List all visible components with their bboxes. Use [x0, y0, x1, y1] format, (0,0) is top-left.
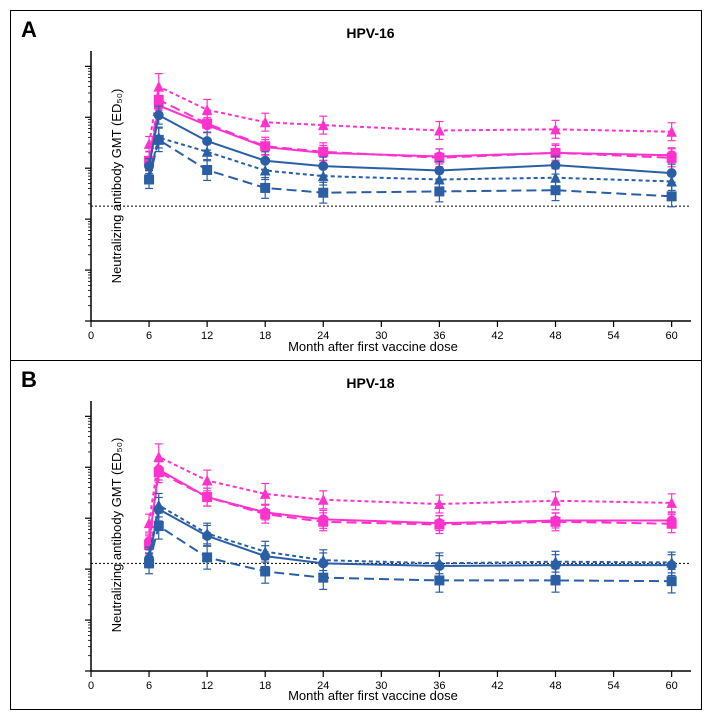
panel-label: B [21, 367, 37, 393]
panel-title: HPV-18 [346, 375, 394, 391]
data-marker [551, 496, 560, 505]
svg-text:42: 42 [491, 330, 503, 342]
data-marker [203, 476, 212, 485]
data-marker [435, 187, 444, 196]
panel-a: AHPV-16Neutralizing antibody GMT (ED₅₀)M… [11, 11, 701, 360]
series-line [149, 87, 672, 144]
data-marker [154, 135, 163, 144]
series-line [149, 509, 672, 566]
data-marker [551, 576, 560, 585]
panel-label: A [21, 17, 37, 43]
data-marker [435, 520, 444, 529]
data-marker [667, 192, 676, 201]
svg-text:36: 36 [433, 330, 445, 342]
series-line [149, 505, 672, 563]
data-marker [667, 561, 676, 570]
data-marker [319, 517, 328, 526]
plot-area: 1101001,00010,000100,0000612182430364248… [81, 391, 701, 701]
plot-area: 1101001,00010,000100,0000612182430364248… [81, 41, 701, 351]
svg-text:18: 18 [259, 330, 271, 342]
data-marker [551, 517, 560, 526]
data-marker [319, 148, 328, 157]
svg-text:30: 30 [375, 330, 387, 342]
panel-b: BHPV-18Neutralizing antibody GMT (ED₅₀)M… [11, 360, 701, 709]
data-marker [203, 121, 212, 130]
series-line [149, 106, 672, 165]
svg-text:54: 54 [607, 330, 619, 342]
data-marker [319, 573, 328, 582]
data-marker [319, 188, 328, 197]
svg-text:60: 60 [666, 330, 678, 342]
data-marker [261, 567, 270, 576]
data-marker [667, 519, 676, 528]
svg-text:12: 12 [201, 680, 213, 692]
svg-text:0: 0 [88, 680, 94, 692]
data-marker [667, 151, 676, 160]
data-marker [145, 559, 154, 568]
data-marker [154, 111, 163, 120]
data-marker [145, 175, 154, 184]
svg-text:30: 30 [375, 680, 387, 692]
data-marker [203, 166, 212, 175]
series-line [149, 526, 672, 581]
svg-text:36: 36 [433, 680, 445, 692]
svg-text:24: 24 [317, 330, 329, 342]
svg-text:48: 48 [549, 330, 561, 342]
svg-text:48: 48 [549, 680, 561, 692]
data-marker [203, 493, 212, 502]
series-line [149, 470, 672, 542]
data-marker [261, 143, 270, 152]
series-line [149, 472, 672, 545]
svg-text:54: 54 [607, 680, 619, 692]
svg-text:18: 18 [259, 680, 271, 692]
svg-text:12: 12 [201, 330, 213, 342]
svg-text:60: 60 [666, 680, 678, 692]
data-marker [261, 183, 270, 192]
data-marker [154, 468, 163, 477]
series-line [149, 138, 672, 182]
series-line [149, 457, 672, 523]
data-marker [435, 152, 444, 161]
svg-text:0: 0 [88, 330, 94, 342]
svg-text:6: 6 [146, 680, 152, 692]
data-marker [435, 576, 444, 585]
data-marker [154, 505, 163, 514]
data-marker [435, 126, 444, 135]
data-marker [203, 531, 212, 540]
data-marker [667, 577, 676, 586]
svg-text:24: 24 [317, 680, 329, 692]
svg-text:6: 6 [146, 330, 152, 342]
figure: AHPV-16Neutralizing antibody GMT (ED₅₀)M… [10, 10, 702, 710]
panel-title: HPV-16 [346, 25, 394, 41]
series-line [149, 115, 672, 173]
data-marker [261, 510, 270, 519]
data-marker [551, 186, 560, 195]
svg-text:42: 42 [491, 680, 503, 692]
data-marker [154, 522, 163, 531]
data-marker [203, 553, 212, 562]
